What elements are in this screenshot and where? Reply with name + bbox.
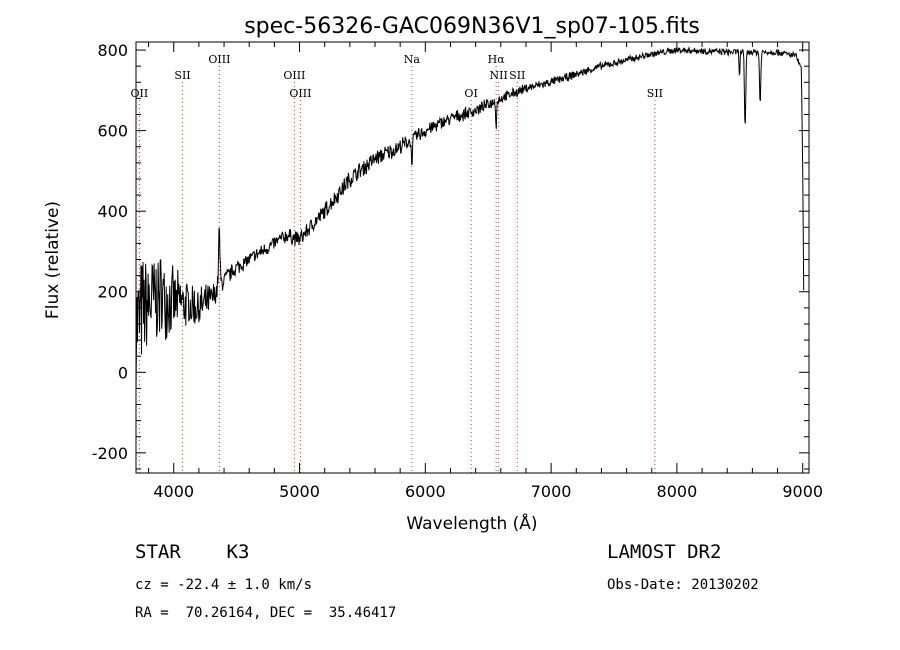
- spectral-line-label: NII: [490, 69, 508, 82]
- spectrum-line: [135, 45, 805, 391]
- y-tick-label: 600: [97, 122, 128, 141]
- spectral-line-label: OIII: [289, 87, 311, 100]
- plot-frame: [135, 41, 810, 474]
- y-tick-label: 0: [118, 363, 128, 382]
- spectral-line-label: Hα: [488, 53, 506, 66]
- x-tick-label: 8000: [657, 482, 698, 501]
- x-tick-label: 9000: [782, 482, 823, 501]
- y-tick-label: -200: [92, 444, 128, 463]
- chart-title: spec-56326-GAC069N36V1_sp07-105.fits: [244, 14, 700, 39]
- spectral-line-label: SII: [647, 87, 663, 100]
- y-tick-label: 400: [97, 202, 128, 221]
- spectral-line-label: OI: [464, 87, 477, 100]
- axes: 4000 5000 6000 7000 8000 9000 -200 0 200 400 600 80…: [92, 41, 823, 501]
- spectral-line-label: OIII: [283, 69, 305, 82]
- x-tick-label: 6000: [405, 482, 446, 501]
- spectrum-series: [135, 45, 805, 391]
- y-axis-label: Flux (relative): [43, 201, 63, 319]
- redshift-velocity: cz = -22.4 ± 1.0 km/s: [135, 577, 313, 593]
- x-tick-label: 4000: [153, 482, 194, 501]
- object-class: STAR K3: [135, 541, 250, 563]
- spectral-line-label: SII: [509, 69, 525, 82]
- spectral-line-label: SII: [174, 69, 190, 82]
- x-tick-label: 5000: [279, 482, 320, 501]
- y-tick-label: 200: [97, 283, 128, 302]
- x-axis-label: Wavelength (Å): [406, 512, 537, 534]
- x-tick-label: 7000: [531, 482, 572, 501]
- survey-name: LAMOST DR2: [607, 541, 722, 563]
- spectral-line-label: Na: [404, 53, 421, 66]
- y-tick-label: 800: [97, 41, 128, 60]
- spectral-line-label: OIII: [208, 53, 230, 66]
- observation-date: Obs-Date: 20130202: [607, 577, 759, 593]
- spectral-line-label: OII: [131, 87, 149, 100]
- coordinates: RA = 70.26164, DEC = 35.46417: [135, 605, 397, 621]
